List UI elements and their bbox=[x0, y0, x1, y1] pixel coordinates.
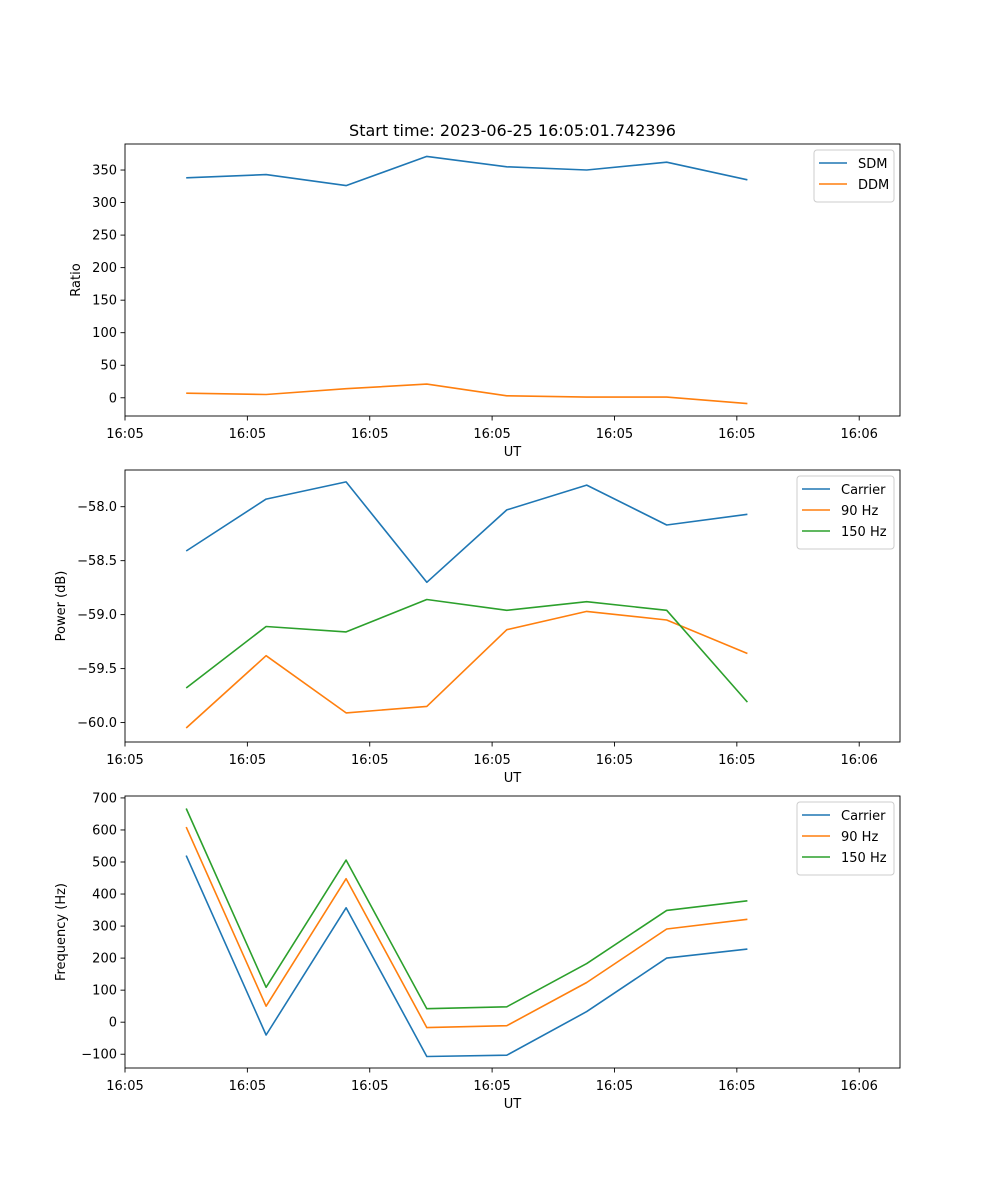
y-tick-label-2-2: −59.5 bbox=[77, 662, 117, 677]
series-line-3-2 bbox=[185, 826, 748, 1029]
series-line-2-2 bbox=[185, 610, 748, 729]
y-tick-label-2-4: −58.5 bbox=[77, 554, 117, 569]
x-tick-label-2-1: 16:05 bbox=[106, 753, 143, 768]
legend-label-1-2: DDM bbox=[858, 178, 889, 193]
series-line-1-1 bbox=[186, 155, 748, 187]
x-tick-label-2-4: 16:05 bbox=[473, 753, 510, 768]
y-axis-label-2: Power (dB) bbox=[54, 571, 69, 642]
x-tick-label-2-7: 16:06 bbox=[840, 753, 877, 768]
y-tick-label-2-5: −58.0 bbox=[77, 500, 117, 515]
x-tick-label-3-5: 16:05 bbox=[596, 1079, 633, 1094]
x-tick-label-3-7: 16:06 bbox=[840, 1079, 877, 1094]
plot-frame-2 bbox=[124, 469, 901, 743]
x-axis-label-2: UT bbox=[504, 771, 522, 786]
legend-2: Carrier 90 Hz 150 Hz bbox=[796, 475, 895, 550]
series-line-1-2 bbox=[186, 383, 748, 405]
series-line-3-3 bbox=[185, 808, 748, 1010]
plot-frame-1 bbox=[124, 143, 901, 417]
y-tick-label-1-5: 200 bbox=[92, 261, 117, 276]
x-tick-label-1-6: 16:05 bbox=[718, 427, 755, 442]
legend-label-3-1: Carrier bbox=[841, 809, 886, 824]
x-tick-label-3-6: 16:05 bbox=[718, 1079, 755, 1094]
y-tick-label-1-3: 100 bbox=[92, 326, 117, 341]
series-line-2-3 bbox=[185, 598, 749, 703]
chart-panel-2: 16:05 16:05 16:05 16:05 16:05 16:05 16:06 −60.0… bbox=[54, 469, 901, 786]
x-tick-label-1-3: 16:05 bbox=[351, 427, 388, 442]
y-tick-label-3-2: 0 bbox=[109, 1016, 117, 1031]
y-tick-label-1-7: 300 bbox=[92, 196, 117, 211]
y-tick-label-3-5: 300 bbox=[92, 920, 117, 935]
y-tick-label-1-2: 50 bbox=[100, 359, 117, 374]
y-tick-label-3-9: 700 bbox=[92, 791, 117, 806]
x-tick-label-1-1: 16:05 bbox=[106, 427, 143, 442]
legend-3: Carrier 90 Hz 150 Hz bbox=[796, 801, 895, 876]
x-tick-label-3-2: 16:05 bbox=[229, 1079, 266, 1094]
y-tick-label-3-1: −100 bbox=[81, 1048, 117, 1063]
legend-label-2-2: 90 Hz bbox=[841, 504, 878, 519]
chart-panel-3: 16:05 16:05 16:05 16:05 16:05 16:05 16:06 −100 0… bbox=[54, 791, 901, 1112]
x-tick-label-1-4: 16:05 bbox=[473, 427, 510, 442]
x-tick-label-1-7: 16:06 bbox=[840, 427, 877, 442]
x-tick-label-2-6: 16:05 bbox=[718, 753, 755, 768]
x-axis-label-3: UT bbox=[504, 1097, 522, 1112]
x-tick-label-3-3: 16:05 bbox=[351, 1079, 388, 1094]
y-tick-label-3-4: 200 bbox=[92, 952, 117, 967]
y-axis-label-1: Ratio bbox=[69, 263, 84, 296]
chart-panel-1: 16:05 16:05 16:05 16:05 16:05 16:05 16:06 0 50 10… bbox=[69, 143, 901, 460]
y-tick-label-3-7: 500 bbox=[92, 855, 117, 870]
x-axis-label-1: UT bbox=[504, 445, 522, 460]
y-tick-label-3-6: 400 bbox=[92, 888, 117, 903]
y-axis-label-3: Frequency (Hz) bbox=[54, 883, 69, 981]
x-tick-label-2-2: 16:05 bbox=[229, 753, 266, 768]
x-tick-label-3-4: 16:05 bbox=[473, 1079, 510, 1094]
x-tick-label-2-3: 16:05 bbox=[351, 753, 388, 768]
y-tick-label-3-3: 100 bbox=[92, 984, 117, 999]
legend-label-2-3: 150 Hz bbox=[841, 525, 887, 540]
chart-panels: 16:05 16:05 16:05 16:05 16:05 16:05 16:06 0 50 10… bbox=[54, 143, 901, 1112]
legend-label-2-1: Carrier bbox=[841, 483, 886, 498]
y-tick-label-1-6: 250 bbox=[92, 229, 117, 244]
legend-label-1-1: SDM bbox=[858, 157, 887, 172]
legend-1: SDM DDM bbox=[813, 149, 895, 203]
x-tick-label-1-2: 16:05 bbox=[229, 427, 266, 442]
x-tick-label-2-5: 16:05 bbox=[596, 753, 633, 768]
y-tick-label-2-3: −59.0 bbox=[77, 608, 117, 623]
y-tick-label-3-8: 600 bbox=[92, 823, 117, 838]
series-line-2-1 bbox=[185, 481, 748, 584]
x-tick-label-1-5: 16:05 bbox=[596, 427, 633, 442]
series-line-3-1 bbox=[185, 855, 748, 1058]
y-tick-label-2-1: −60.0 bbox=[77, 716, 117, 731]
plot-frame-3 bbox=[124, 795, 901, 1069]
legend-label-3-3: 150 Hz bbox=[841, 851, 887, 866]
legend-label-3-2: 90 Hz bbox=[841, 830, 878, 845]
x-tick-label-3-1: 16:05 bbox=[106, 1079, 143, 1094]
figure-title: Start time: 2023-06-25 16:05:01.742396 bbox=[349, 121, 676, 140]
y-tick-label-1-1: 0 bbox=[109, 391, 117, 406]
y-tick-label-1-8: 350 bbox=[92, 164, 117, 179]
y-tick-label-1-4: 150 bbox=[92, 294, 117, 309]
